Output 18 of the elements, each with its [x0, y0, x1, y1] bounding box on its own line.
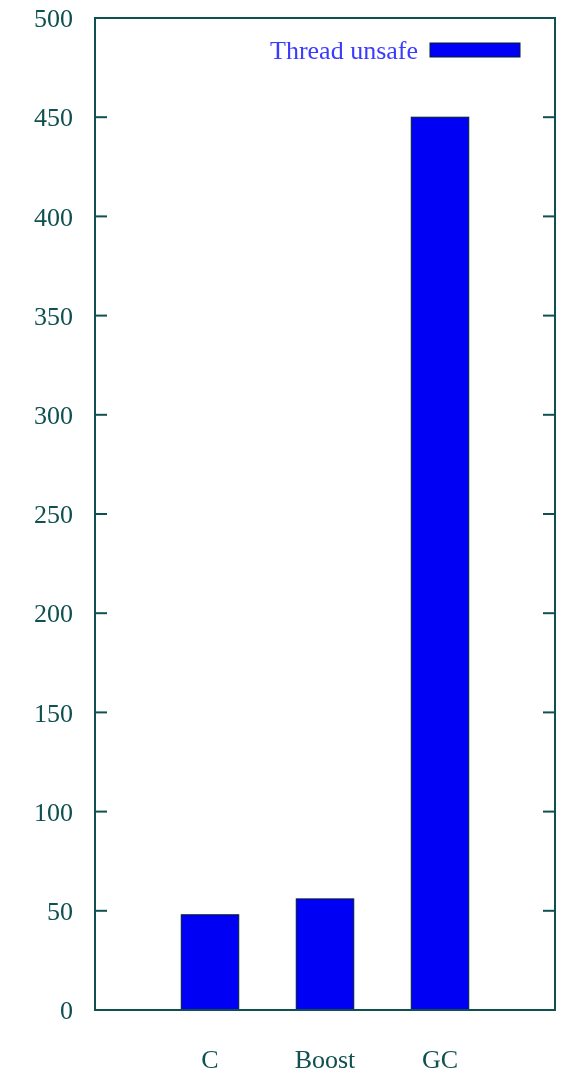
x-tick-label: Boost	[294, 1045, 357, 1074]
x-tick-label: GC	[421, 1045, 459, 1074]
bar	[295, 898, 355, 1011]
x-tick-label: C	[201, 1045, 219, 1074]
y-tick-label: 50	[47, 896, 73, 926]
bar	[410, 116, 470, 1011]
y-tick-label: 100	[34, 797, 73, 827]
y-tick-label: 350	[34, 301, 73, 331]
y-tick-label: 0	[60, 996, 73, 1026]
y-tick-label: 150	[34, 698, 73, 728]
y-tick-label: 200	[34, 599, 73, 629]
y-tick-label: 500	[34, 4, 73, 34]
y-tick-label: 400	[34, 202, 73, 232]
y-tick-label: 300	[34, 400, 73, 430]
legend-label: Thread unsafe	[270, 36, 418, 66]
y-tick-label: 250	[34, 500, 73, 530]
y-tick-label: 450	[34, 103, 73, 133]
bar	[180, 914, 240, 1011]
